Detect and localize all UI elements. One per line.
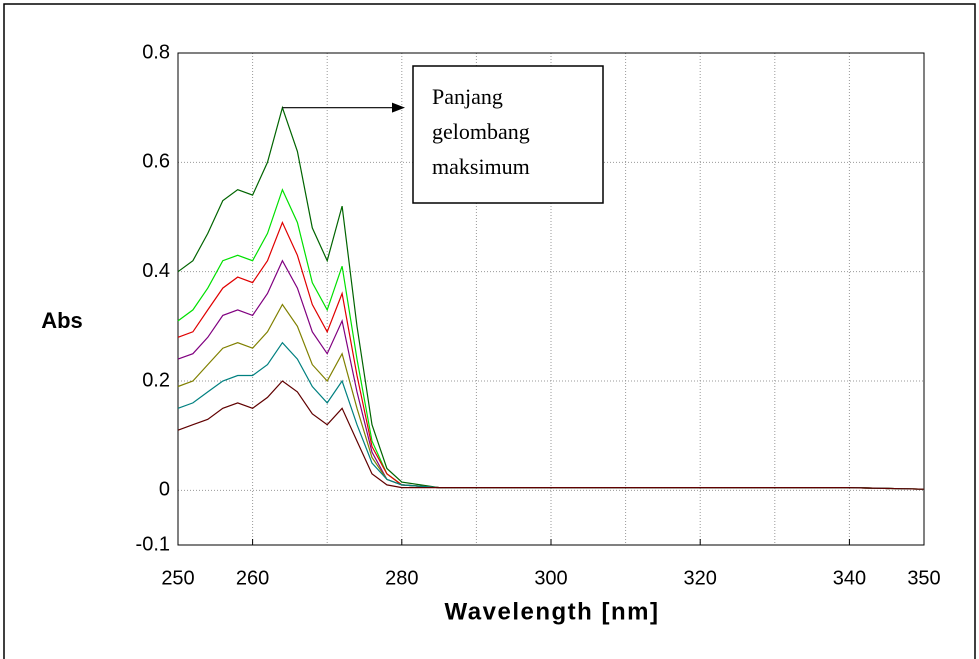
y-tick-label: 0.2 [142,369,170,391]
outer-frame [3,3,976,659]
x-tick-label: 320 [684,567,717,589]
x-tick-label: 280 [385,567,418,589]
x-tick-label: 350 [907,567,940,589]
y-tick-label: 0.6 [142,151,170,173]
y-tick-label: -0.1 [136,533,170,555]
annotation-box [412,65,604,204]
series-line [177,380,925,490]
plot-frame [177,52,925,546]
y-tick-label: 0.8 [142,41,170,63]
x-tick-label: 300 [534,567,567,589]
x-tick-label: 340 [833,567,866,589]
x-tick-label: 260 [236,567,269,589]
annotation-text: Panjang [432,84,503,109]
annotation-text: gelombang [432,119,530,144]
x-axis-label: Wavelength [nm] [445,598,660,625]
y-tick-label: 0.4 [142,260,170,282]
annotation-text: maksimum [432,154,530,179]
x-tick-label: 250 [161,567,194,589]
y-tick-label: 0 [159,479,170,501]
series-line [177,188,925,490]
arrow-head [392,102,405,113]
y-axis-label: Abs [41,308,83,333]
